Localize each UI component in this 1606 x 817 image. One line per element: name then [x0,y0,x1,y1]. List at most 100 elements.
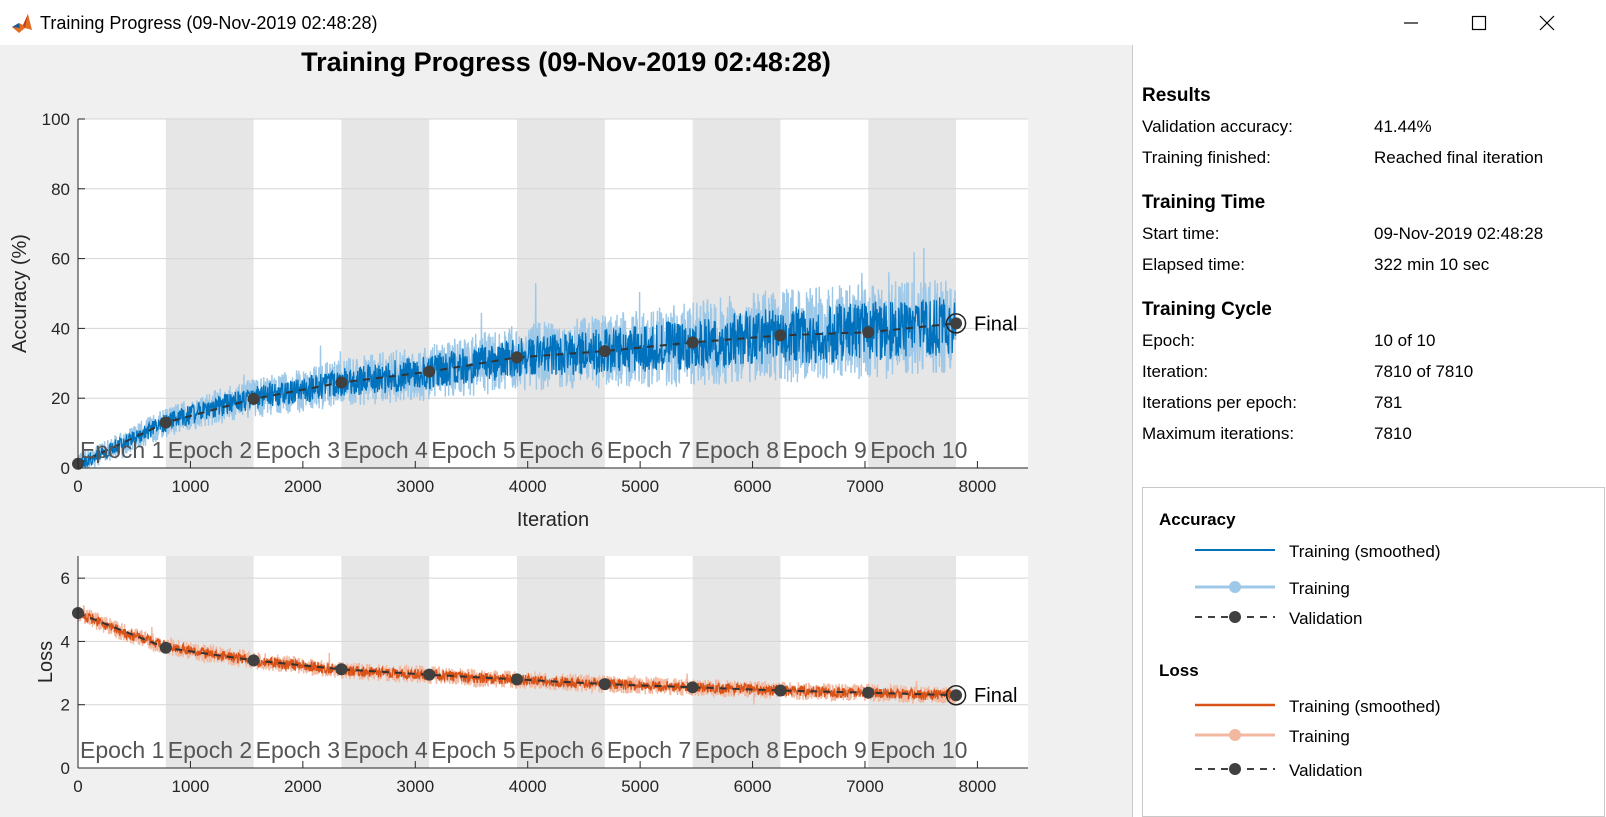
loss-x-tick-label: 2000 [284,777,322,796]
accuracy-x-tick-label: 5000 [621,477,659,496]
training-cycle-title: Training Cycle [1142,299,1272,320]
accuracy-x-tick-label: 4000 [509,477,547,496]
accuracy-x-tick-label: 6000 [734,477,772,496]
loss-y-tick-label: 2 [61,696,70,715]
loss-validation-point [247,654,260,667]
maximize-button[interactable] [1445,0,1513,45]
loss-x-tick-label: 1000 [172,777,210,796]
accuracy-x-tick-label: 7000 [846,477,884,496]
title-bar: Training Progress (09-Nov-2019 02:48:28) [0,0,1606,45]
window-title: Training Progress (09-Nov-2019 02:48:28) [40,13,378,33]
accuracy-final-label: Final [974,313,1017,335]
loss-validation-point [686,681,699,694]
minimize-button[interactable] [1377,0,1445,45]
accuracy-y-tick-label: 20 [51,389,70,408]
accuracy-epoch-label: Epoch 1 [80,437,164,463]
loss-validation-point [159,641,172,654]
info-panel: Results Validation accuracy: 41.44% Trai… [1133,45,1606,817]
loss-epoch-band [517,556,605,768]
loss-smoothed-swatch [1195,703,1275,707]
panel-divider [1132,45,1133,817]
accuracy-epoch-band [341,119,430,468]
accuracy-y-tick-label: 40 [51,319,70,338]
iteration-value: 7810 of 7810 [1374,362,1474,381]
loss-x-tick-label: 5000 [621,777,659,796]
accuracy-validation-point [774,329,787,342]
iteration-label: Iteration: [1142,362,1209,381]
accuracy-chart: Final Epoch 1 Epoch 2 Epoch 3 Epoch 4 Epoch 5… [9,110,1028,531]
epoch-value: 10 of 10 [1374,331,1436,350]
legend-accuracy-title: Accuracy [1159,510,1236,529]
loss-epoch-label: Epoch 8 [695,737,779,763]
minimize-icon [1404,21,1418,24]
loss-y-axis-label: Loss [35,641,57,683]
legend-accuracy-training: Training [1289,579,1350,598]
page-title: Training Progress (09-Nov-2019 02:48:28) [301,47,831,77]
start-time-value: 09-Nov-2019 02:48:28 [1374,224,1544,243]
accuracy-epoch-label: Epoch 4 [343,437,428,463]
legend-loss-training: Training [1289,727,1350,746]
accuracy-y-tick-label: 100 [42,110,70,129]
loss-epoch-label: Epoch 7 [607,737,691,763]
loss-validation-point [950,689,963,702]
training-finished-value: Reached final iteration [1374,148,1544,167]
loss-validation-point [598,678,611,691]
accuracy-smoothed-swatch [1195,549,1275,551]
accuracy-final-marker [945,313,967,334]
accuracy-validation-point [511,351,524,364]
loss-validation-point [774,684,787,697]
loss-epoch-band [341,556,430,768]
accuracy-x-tick-label: 0 [73,477,82,496]
accuracy-epoch-label: Epoch 3 [256,437,340,463]
loss-epoch-label: Epoch 5 [431,737,515,763]
loss-validation-swatch [1195,763,1275,775]
loss-x-tick-label: 0 [73,777,82,796]
start-time-label: Start time: [1142,224,1220,243]
loss-x-tick-label: 7000 [846,777,884,796]
validation-accuracy-value: 41.44% [1374,117,1432,136]
maximum-iterations-value: 7810 [1374,424,1412,443]
loss-x-tick-label: 4000 [509,777,547,796]
loss-epoch-label: Epoch 1 [80,737,164,763]
accuracy-y-tick-label: 0 [61,459,70,478]
loss-epoch-label: Epoch 2 [168,737,252,763]
accuracy-validation-point [598,345,611,358]
close-icon [1539,15,1555,30]
training-time-title: Training Time [1142,192,1266,213]
loss-epoch-label: Epoch 6 [519,737,603,763]
close-button[interactable] [1513,0,1581,45]
accuracy-y-axis-label: Accuracy (%) [9,234,31,353]
loss-x-tick-label: 6000 [734,777,772,796]
accuracy-validation-point [247,392,260,405]
loss-validation-point [423,668,436,681]
loss-y-tick-label: 4 [61,632,70,651]
accuracy-epoch-label: Epoch 8 [695,437,779,463]
plot-panel: Training Progress (09-Nov-2019 02:48:28)… [0,45,1132,817]
legend-loss-title: Loss [1159,661,1199,680]
elapsed-time-label: Elapsed time: [1142,255,1245,274]
legend-box: Accuracy Training (smoothed) Training Va… [1142,487,1605,817]
loss-validation-point [862,686,875,699]
accuracy-epoch-label: Epoch 2 [168,437,252,463]
accuracy-epoch-label: Epoch 7 [607,437,691,463]
accuracy-validation-line [77,322,957,465]
loss-validation-point [511,673,524,686]
maximize-icon [1471,15,1487,30]
accuracy-validation-swatch [1195,611,1275,623]
accuracy-x-tick-label: 1000 [172,477,210,496]
epoch-label: Epoch: [1142,331,1195,350]
loss-y-tick-label: 6 [61,569,70,588]
legend-accuracy-validation: Validation [1289,609,1363,628]
accuracy-epoch-label: Epoch 10 [870,437,967,463]
loss-y-tick-label: 0 [61,759,70,778]
accuracy-x-tick-label: 2000 [284,477,322,496]
maximum-iterations-label: Maximum iterations: [1142,424,1295,443]
loss-final-label: Final [974,685,1017,707]
accuracy-training-swatch [1195,581,1275,593]
loss-epoch-label: Epoch 4 [343,737,428,763]
accuracy-x-axis-label: Iteration [517,509,589,531]
accuracy-validation-point [686,336,699,349]
matlab-icon [11,12,33,34]
validation-accuracy-label: Validation accuracy: [1142,117,1293,136]
legend-loss-smoothed: Training (smoothed) [1289,697,1441,716]
